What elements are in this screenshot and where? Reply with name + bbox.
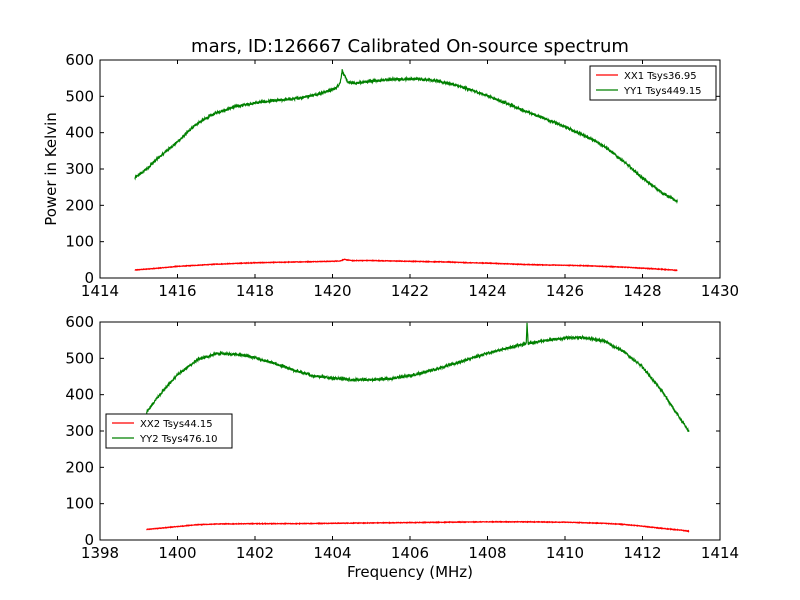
- y-axis-label: Power in Kelvin: [42, 112, 60, 226]
- x-tick-label: 1430: [701, 282, 739, 300]
- legend-box: [589, 65, 717, 101]
- legend-entry: XX2 Tsys44.15: [140, 419, 213, 430]
- x-tick-label: 1400: [158, 544, 196, 562]
- y-tick-label: 300: [65, 160, 94, 178]
- subplot-2: 1398 1400 1402 1404 1406 1408 1410 1412 1414 0 100…: [65, 313, 739, 581]
- x-tick-label: 1402: [236, 544, 274, 562]
- series-line-2: [145, 322, 690, 432]
- y-tick-label: 200: [65, 196, 94, 214]
- x-tick-label: 1414: [81, 282, 119, 300]
- x-tick-label: 1428: [623, 282, 661, 300]
- y-tick-label: 600: [65, 51, 94, 69]
- x-tick-label: 1412: [623, 544, 661, 562]
- y-tick-label: 200: [65, 458, 94, 476]
- series-line-2: [134, 69, 678, 204]
- y-tick-label: 100: [65, 233, 94, 251]
- x-tick-label: 1424: [468, 282, 506, 300]
- x-tick-label: 1404: [313, 544, 351, 562]
- y-tick-label: 300: [65, 422, 94, 440]
- x-tick-label: 1414: [701, 544, 739, 562]
- x-tick-label: 1408: [468, 544, 506, 562]
- legend-entry: XX1 Tsys36.95: [624, 71, 697, 82]
- x-tick-label: 1422: [391, 282, 429, 300]
- legend-box: [105, 413, 233, 449]
- y-tick-label: 400: [65, 124, 94, 142]
- x-tick-label: 1426: [546, 282, 584, 300]
- subplot-1: 1414 1416 1418 1420 1422 1424 1426 1428 1430 0 100…: [42, 36, 739, 300]
- x-axis-label: Frequency (MHz): [347, 563, 473, 581]
- x-tick-label: 1418: [236, 282, 274, 300]
- legend-entry: YY1 Tsys449.15: [623, 86, 702, 97]
- legend-entry: YY2 Tsys476.10: [139, 434, 218, 445]
- y-tick-label: 500: [65, 349, 94, 367]
- y-tick-label: 0: [84, 531, 94, 549]
- x-tick-label: 1398: [81, 544, 119, 562]
- plots-layer: 1414 1416 1418 1420 1422 1424 1426 1428 1430 0 100…: [42, 36, 739, 581]
- series-line-1: [146, 520, 690, 533]
- y-tick-label: 0: [84, 269, 94, 287]
- x-tick-label: 1410: [546, 544, 584, 562]
- series-line-1: [134, 258, 678, 272]
- y-tick-label: 500: [65, 87, 94, 105]
- x-tick-label: 1420: [313, 282, 351, 300]
- y-tick-label: 600: [65, 313, 94, 331]
- y-tick-label: 100: [65, 495, 94, 513]
- x-tick-label: 1416: [158, 282, 196, 300]
- y-tick-label: 400: [65, 386, 94, 404]
- x-tick-label: 1406: [391, 544, 429, 562]
- chart-title: mars, ID:126667 Calibrated On-source spe…: [191, 36, 629, 57]
